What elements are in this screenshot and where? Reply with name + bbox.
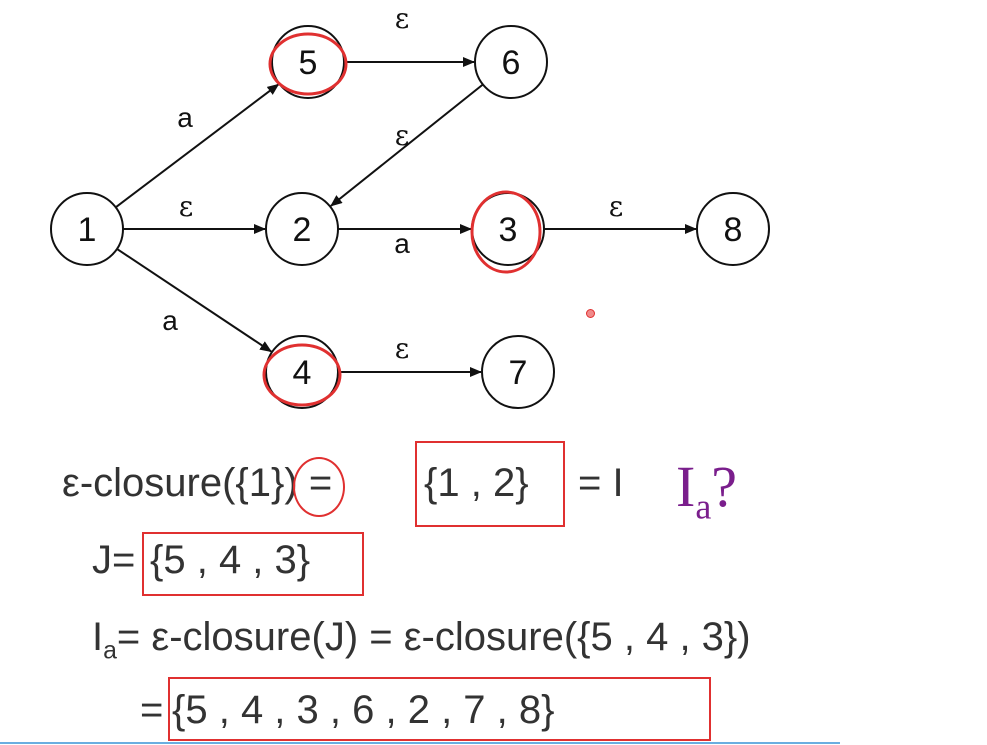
state-node-4: 4 bbox=[262, 335, 342, 409]
state-circle-5 bbox=[271, 25, 345, 99]
equation-line-2-lhs: J= bbox=[92, 538, 136, 582]
state-label-4: 4 bbox=[293, 354, 312, 392]
state-highlight-5 bbox=[268, 32, 348, 96]
edge-6-2 bbox=[330, 83, 484, 207]
question-mark: ? bbox=[711, 454, 738, 519]
equation-line-4-set: {5 , 4 , 3 , 6 , 2 , 7 , 8} bbox=[172, 688, 555, 732]
ia-rhs: = ε-closure(J) = ε-closure({5 , 4 , 3}) bbox=[116, 615, 751, 659]
state-label-6: 6 bbox=[502, 44, 521, 82]
state-node-1: 1 bbox=[50, 192, 124, 266]
edge-label-6-2: ε bbox=[395, 119, 410, 152]
question-base: I bbox=[676, 454, 696, 519]
state-label-1: 1 bbox=[78, 211, 97, 249]
pointer-dot bbox=[586, 309, 595, 318]
state-highlight-3 bbox=[470, 190, 542, 274]
state-circle-4 bbox=[265, 335, 339, 409]
state-highlight-4 bbox=[262, 343, 342, 407]
state-circle-8 bbox=[696, 192, 770, 266]
state-node-3: 3 bbox=[470, 190, 545, 274]
equation-line-1: ε-closure({1}) = bbox=[62, 463, 332, 503]
state-label-8: 8 bbox=[724, 211, 743, 249]
state-node-2: 2 bbox=[265, 192, 339, 266]
state-node-8: 8 bbox=[696, 192, 770, 266]
nfa-diagram: a ε a ε ε a ε ε 1 2 3 4 5 6 7 8 bbox=[50, 2, 770, 409]
ia-sub: a bbox=[103, 637, 117, 665]
state-label-5: 5 bbox=[299, 44, 318, 82]
edge-label-3-8: ε bbox=[609, 190, 624, 223]
equals-i: = I bbox=[578, 461, 624, 505]
question-ia: Ia? bbox=[676, 458, 737, 526]
edge-label-5-6: ε bbox=[395, 2, 410, 35]
edge-label-2-3: a bbox=[394, 228, 410, 259]
highlight-box-j bbox=[142, 532, 364, 596]
ia-base: I bbox=[92, 615, 104, 659]
state-circle-1 bbox=[50, 192, 124, 266]
closure-result: {1 , 2} bbox=[424, 461, 529, 505]
highlight-box-ia bbox=[168, 677, 711, 741]
closure-arg: {1} bbox=[235, 461, 285, 505]
edge-label-4-7: ε bbox=[395, 332, 410, 365]
highlight-box-result bbox=[415, 441, 565, 527]
equation-line-2-set: {5 , 4 , 3} bbox=[150, 538, 311, 582]
highlight-circle-arg bbox=[293, 457, 345, 517]
edge-1-4 bbox=[116, 248, 273, 353]
edge-1-5 bbox=[115, 83, 280, 209]
state-node-7: 7 bbox=[481, 335, 555, 409]
state-label-3: 3 bbox=[499, 211, 518, 249]
state-label-7: 7 bbox=[509, 354, 528, 392]
closure-prefix: ε-closure( bbox=[62, 461, 236, 505]
state-circle-2 bbox=[265, 192, 339, 266]
equation-line-4-lhs: = bbox=[140, 688, 164, 732]
state-circle-6 bbox=[474, 25, 548, 99]
question-sub: a bbox=[695, 486, 712, 527]
edge-label-1-4: a bbox=[162, 305, 178, 336]
state-label-2: 2 bbox=[293, 211, 312, 249]
edge-label-1-5: a bbox=[177, 102, 193, 133]
edge-label-1-2: ε bbox=[179, 190, 194, 223]
state-node-6: 6 bbox=[474, 25, 548, 99]
bottom-rule bbox=[0, 742, 840, 744]
state-circle-7 bbox=[481, 335, 555, 409]
equation-line-3: Ia= ε-closure(J) = ε-closure({5 , 4 , 3}… bbox=[92, 617, 751, 664]
state-node-5: 5 bbox=[268, 25, 348, 99]
